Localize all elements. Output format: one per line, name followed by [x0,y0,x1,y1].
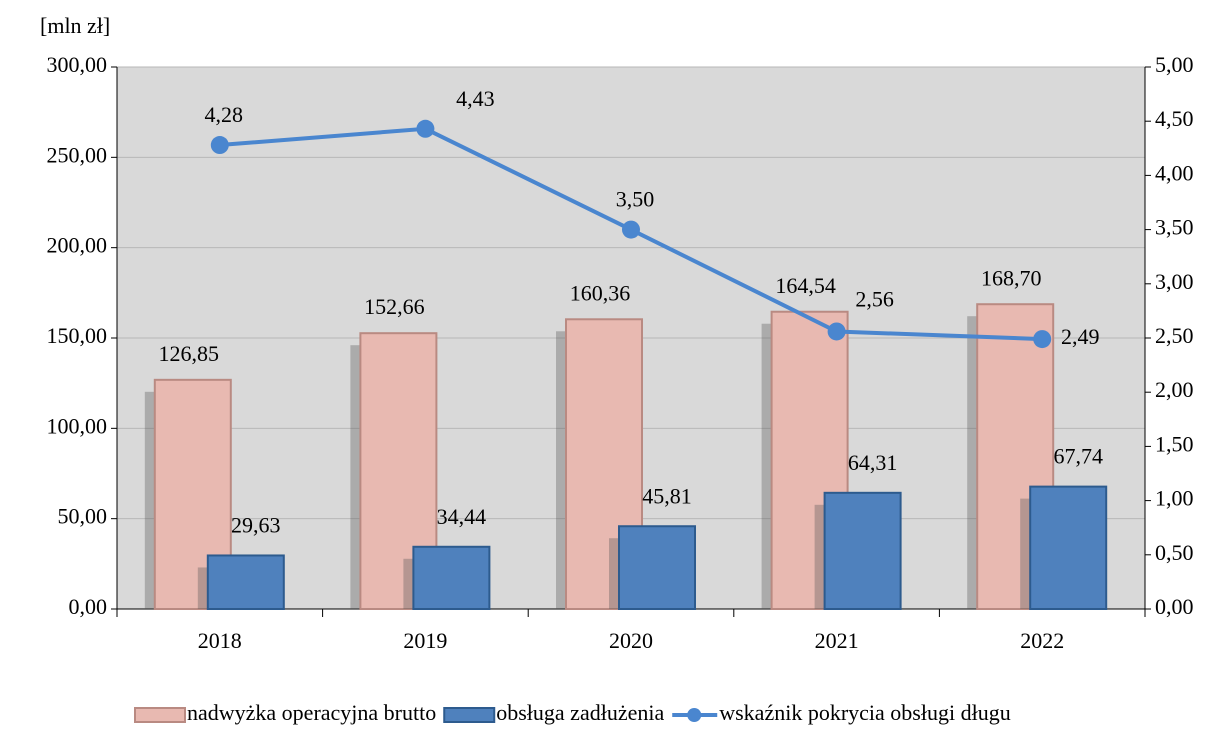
data-label: 3,50 [616,187,655,212]
legend-label: nadwyżka operacyjna brutto [187,700,436,725]
x-tick-label: 2021 [815,628,859,653]
x-tick-label: 2019 [403,628,447,653]
data-label: 67,74 [1053,444,1103,469]
y-tick-label: 150,00 [47,323,108,348]
bar [823,491,902,610]
data-label: 168,70 [981,265,1042,290]
y2-tick-label: 5,00 [1155,52,1194,77]
y-axis-label: [mln zł] [40,13,110,38]
marker [1033,330,1052,349]
bar [1029,485,1108,610]
y2-tick-label: 0,50 [1155,540,1194,565]
data-label: 4,43 [456,86,495,111]
bar-shadow [144,391,155,609]
marker [827,322,846,341]
bar-shadow [609,538,619,609]
data-label: 152,66 [364,294,425,319]
legend-label: obsługa zadłużenia [496,700,664,725]
data-label: 45,81 [642,483,692,508]
x-tick-label: 2022 [1020,628,1064,653]
y2-tick-label: 3,00 [1155,269,1194,294]
data-label: 160,36 [570,280,631,305]
y2-tick-label: 0,00 [1155,594,1194,619]
y-tick-label: 300,00 [47,52,108,77]
x-tick-label: 2020 [609,628,653,653]
y2-tick-label: 1,50 [1155,431,1194,456]
bar [618,525,696,610]
bar-shadow [761,323,772,609]
bar-shadow [967,316,978,609]
data-label: 64,31 [848,450,898,475]
legend-swatch [443,707,496,723]
bar-shadow [197,567,208,609]
data-label: 164,54 [775,273,836,298]
bar [206,554,285,610]
legend-swatch [134,707,186,723]
y-tick-label: 250,00 [47,142,108,167]
y2-tick-label: 2,00 [1155,377,1194,402]
legend-label: wskaźnik pokrycia obsługi długu [719,700,1010,725]
y2-tick-label: 2,50 [1155,323,1194,348]
bar [412,545,491,610]
bar-shadow [556,331,566,609]
data-label: 34,44 [437,504,487,529]
bar-shadow [1020,498,1031,609]
x-tick-label: 2018 [198,628,242,653]
y-tick-label: 50,00 [58,504,108,529]
bar-shadow [403,558,414,609]
y-tick-label: 0,00 [69,594,108,619]
legend-swatch [687,708,702,722]
bar-shadow [350,345,361,609]
data-label: 4,28 [205,102,244,127]
marker [416,119,435,138]
marker [622,220,640,239]
data-label: 2,49 [1061,324,1100,349]
y2-tick-label: 3,50 [1155,215,1194,240]
data-label: 2,56 [855,287,894,312]
y2-tick-label: 4,50 [1155,106,1194,131]
bar-shadow [814,504,825,609]
data-label: 29,63 [231,513,281,538]
y-tick-label: 200,00 [47,233,108,258]
data-label: 126,85 [159,341,220,366]
y-tick-label: 100,00 [47,413,108,438]
y2-tick-label: 4,00 [1155,160,1194,185]
y2-tick-label: 1,00 [1155,486,1194,511]
marker [210,136,229,155]
